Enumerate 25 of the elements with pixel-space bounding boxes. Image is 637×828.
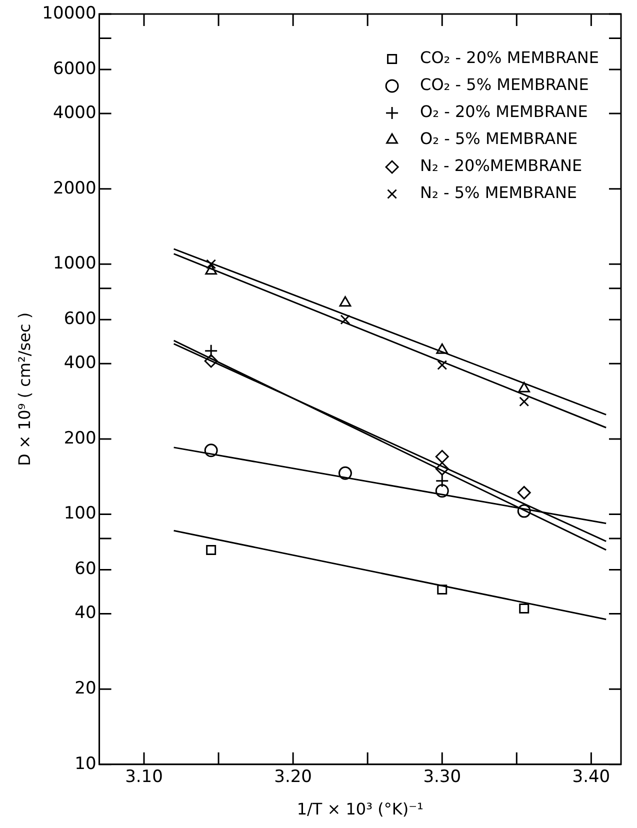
legend-label: N₂ - 20%MEMBRANE	[420, 156, 582, 176]
legend-label: CO₂ - 20% MEMBRANE	[420, 48, 600, 68]
x-axis-title: 1/T × 10³ (°K)⁻¹	[296, 800, 424, 819]
legend-label: O₂ - 20% MEMBRANE	[420, 102, 588, 122]
y-tick-label: 2000	[53, 178, 96, 198]
y-tick-label: 400	[64, 353, 96, 374]
x-tick-label: 3.40	[572, 767, 610, 788]
y-tick-label: 20	[74, 678, 96, 699]
x-tick-label: 3.10	[125, 767, 163, 788]
y-tick-label: 4000	[53, 102, 96, 123]
y-tick-label: 1000	[53, 254, 96, 274]
y-tick-label: 40	[74, 603, 96, 624]
y-tick-label: 10	[74, 754, 96, 774]
y-tick-label: 6000	[53, 58, 96, 79]
legend-label: CO₂ - 5% MEMBRANE	[420, 75, 589, 94]
y-tick-label: 60	[74, 559, 96, 580]
y-tick-label: 100	[64, 504, 96, 524]
legend-label: N₂ - 5% MEMBRANE	[420, 183, 578, 202]
y-axis-title: D × 10⁹ ( cm²/sec )	[14, 312, 34, 466]
legend-label: O₂ - 5% MEMBRANE	[420, 129, 578, 148]
x-tick-label: 3.30	[423, 767, 462, 788]
y-tick-label: 200	[64, 428, 96, 448]
y-tick-label: 10000	[42, 3, 96, 24]
y-tick-label: 600	[64, 309, 96, 330]
x-tick-label: 3.20	[274, 767, 312, 788]
